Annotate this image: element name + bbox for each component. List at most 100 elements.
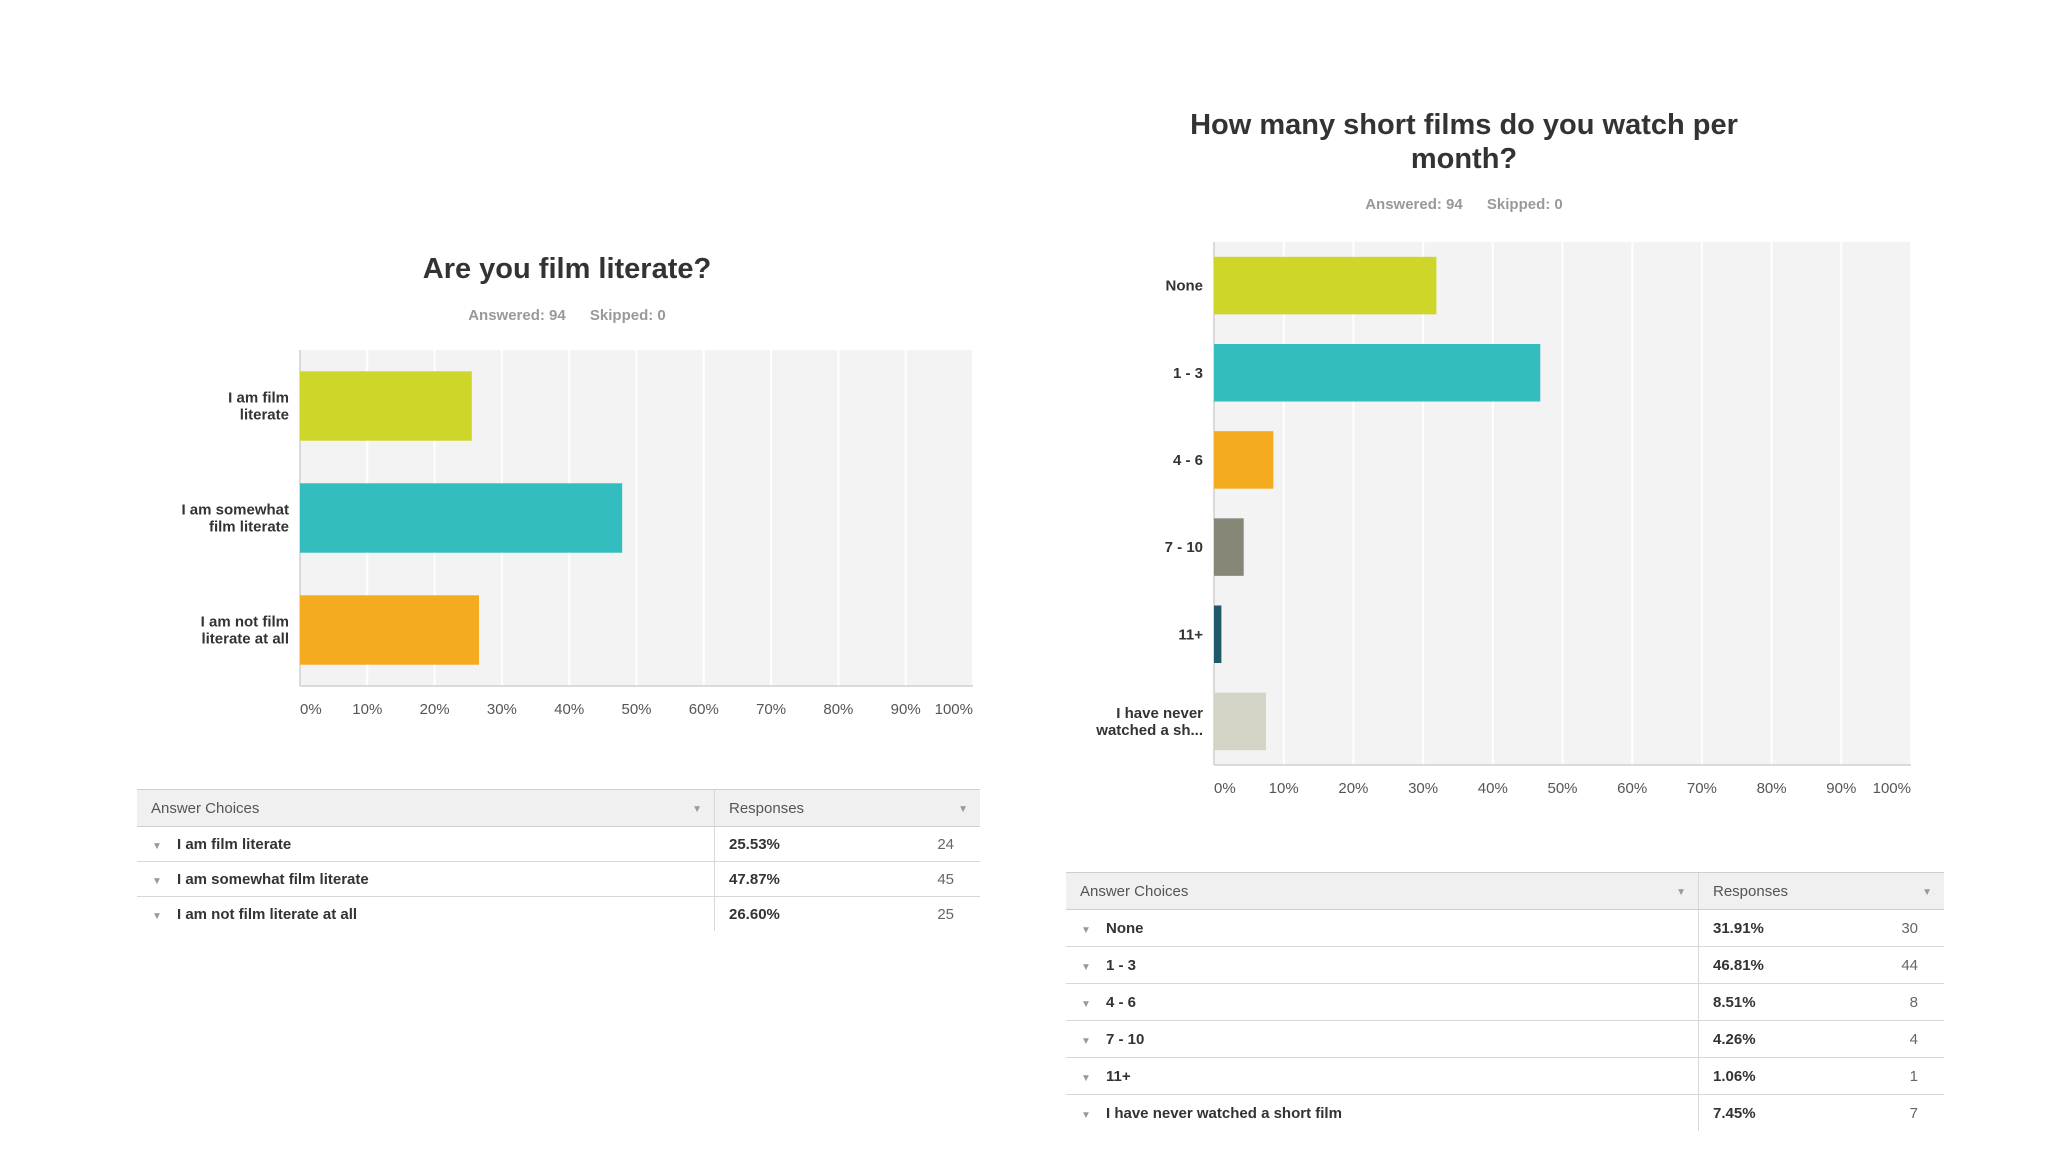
expand-caret-icon[interactable]: ▼ bbox=[1081, 998, 1091, 1010]
response-count: 45 bbox=[875, 861, 980, 897]
sort-caret-icon[interactable]: ▼ bbox=[692, 804, 702, 815]
x-tick-label: 50% bbox=[1547, 780, 1577, 797]
left-chart-title: Are you film literate? bbox=[422, 253, 712, 285]
response-percent: 47.87% bbox=[714, 861, 876, 897]
table-row: ▼ None 31.91% 30 bbox=[1066, 909, 1944, 947]
sort-caret-icon[interactable]: ▼ bbox=[958, 804, 968, 815]
expand-caret-icon[interactable]: ▼ bbox=[152, 840, 162, 852]
right-survey-panel: How many short films do you watch per mo… bbox=[1024, 0, 2048, 1152]
sort-caret-icon[interactable]: ▼ bbox=[1676, 887, 1686, 898]
expand-caret-icon[interactable]: ▼ bbox=[1081, 1072, 1091, 1084]
bar[interactable] bbox=[1214, 605, 1222, 664]
response-percent: 31.91% bbox=[1698, 909, 1848, 947]
category-label: I am somewhat bbox=[181, 502, 289, 519]
left-bar-chart: 0% 10% 20% 30% 40% 50% 60% 70% 80% 90% 100% I am fi… bbox=[181, 350, 974, 718]
bar[interactable] bbox=[300, 483, 623, 553]
expand-caret-icon[interactable]: ▼ bbox=[152, 910, 162, 922]
x-tick-label: 10% bbox=[352, 701, 382, 718]
x-tick-label: 100% bbox=[1873, 780, 1911, 797]
x-tick-label: 60% bbox=[689, 701, 719, 718]
category-label: I am film bbox=[228, 390, 289, 407]
table-row: ▼ I have never watched a short film 7.45%… bbox=[1066, 1094, 1944, 1131]
answer-choice: I am somewhat film literate bbox=[177, 870, 369, 888]
left-skipped: Skipped: 0 bbox=[589, 307, 666, 324]
bar[interactable] bbox=[300, 371, 472, 441]
table-row: ▼ 1 - 3 46.81% 44 bbox=[1066, 946, 1944, 984]
x-tick-label: 90% bbox=[1826, 780, 1856, 797]
response-count: 25 bbox=[937, 905, 954, 923]
x-tick-label: 50% bbox=[621, 701, 651, 718]
right-chart-title: How many short films do you watch per mo… bbox=[1190, 109, 1738, 175]
response-count: 24 bbox=[875, 826, 980, 862]
response-percent: 4.26% bbox=[1698, 1020, 1848, 1058]
response-count: 1 bbox=[1847, 1057, 1944, 1095]
table-row: ▼ 7 - 10 4.26% 4 bbox=[1066, 1020, 1944, 1058]
response-percent: 26.60% bbox=[714, 896, 876, 931]
response-percent: 25.53% bbox=[714, 826, 876, 862]
category-label: I am not film bbox=[201, 614, 289, 631]
x-tick-label: 80% bbox=[1757, 780, 1787, 797]
response-percent: 46.81% bbox=[1698, 946, 1848, 984]
x-tick-label: 40% bbox=[554, 701, 584, 718]
x-tick-label: 80% bbox=[823, 701, 853, 718]
expand-caret-icon[interactable]: ▼ bbox=[152, 875, 162, 887]
right-answer-table: Answer Choices ▼ Responses ▼ ▼ None 31.91… bbox=[1066, 872, 1944, 1131]
right-bar-chart: 0% 10% 20% 30% 40% 50% 60% 70% 80% 90% 100% None 1 -… bbox=[1095, 242, 1912, 797]
bar[interactable] bbox=[1214, 518, 1244, 576]
table-row: ▼ I am somewhat film literate 47.87% 45 bbox=[137, 861, 980, 897]
response-count: 4 bbox=[1847, 1020, 1944, 1058]
expand-caret-icon[interactable]: ▼ bbox=[1081, 961, 1091, 973]
answer-choice: 11+ bbox=[1106, 1067, 1131, 1085]
bar[interactable] bbox=[1214, 431, 1274, 489]
category-label: 7 - 10 bbox=[1165, 539, 1203, 556]
category-label: 1 - 3 bbox=[1173, 365, 1203, 382]
table-row: ▼ I am film literate 25.53% 24 bbox=[137, 826, 980, 862]
x-tick-label: 20% bbox=[1338, 780, 1368, 797]
bar[interactable] bbox=[1214, 692, 1266, 751]
answer-choice: 1 - 3 bbox=[1106, 956, 1137, 974]
bar[interactable] bbox=[1214, 343, 1541, 402]
left-meta: Answered: 94 Skipped: 0 bbox=[267, 307, 867, 324]
x-tick-label: 20% bbox=[420, 701, 450, 718]
table-row: ▼ 4 - 6 8.51% 8 bbox=[1066, 983, 1944, 1021]
response-percent: 8.51% bbox=[1698, 983, 1848, 1021]
bar[interactable] bbox=[300, 595, 480, 665]
table-row: ▼ 11+ 1.06% 1 bbox=[1066, 1057, 1944, 1095]
right-col-answer-choices[interactable]: Answer Choices ▼ bbox=[1066, 872, 1699, 910]
x-tick-label: 70% bbox=[756, 701, 786, 718]
right-meta: Answered: 94 Skipped: 0 bbox=[1169, 196, 1759, 213]
x-tick-label: 70% bbox=[1687, 780, 1717, 797]
category-label: 11+ bbox=[1178, 626, 1203, 643]
category-label: 4 - 6 bbox=[1173, 452, 1203, 469]
expand-caret-icon[interactable]: ▼ bbox=[1081, 1035, 1091, 1047]
response-count: 30 bbox=[1847, 909, 1944, 947]
category-label: literate at all bbox=[201, 631, 289, 648]
bar[interactable] bbox=[1214, 256, 1437, 315]
x-tick-label: 30% bbox=[487, 701, 517, 718]
response-count: 44 bbox=[1847, 946, 1944, 984]
expand-caret-icon[interactable]: ▼ bbox=[1081, 1109, 1091, 1121]
response-count: 8 bbox=[1847, 983, 1944, 1021]
expand-caret-icon[interactable]: ▼ bbox=[1081, 924, 1091, 936]
left-col-answer-choices[interactable]: Answer Choices ▼ bbox=[137, 789, 715, 827]
right-col-responses[interactable]: Responses ▼ bbox=[1698, 872, 1944, 910]
answer-choice: I have never watched a short film bbox=[1106, 1104, 1342, 1122]
right-skipped: Skipped: 0 bbox=[1486, 196, 1563, 213]
x-tick-label: 10% bbox=[1269, 780, 1299, 797]
answer-choice: None bbox=[1106, 919, 1144, 937]
x-tick-label: 90% bbox=[891, 701, 921, 718]
sort-caret-icon[interactable]: ▼ bbox=[1922, 887, 1932, 898]
response-percent: 1.06% bbox=[1698, 1057, 1848, 1095]
x-tick-label: 0% bbox=[1214, 780, 1236, 797]
answer-choice: 7 - 10 bbox=[1106, 1030, 1145, 1048]
left-col-responses[interactable]: Responses ▼ bbox=[714, 789, 980, 827]
category-label: None bbox=[1166, 278, 1204, 295]
right-answered: Answered: 94 bbox=[1365, 196, 1463, 213]
x-tick-label: 0% bbox=[300, 701, 322, 718]
answer-choice: I am not film literate at all bbox=[177, 905, 358, 923]
answer-choice: I am film literate bbox=[177, 835, 292, 853]
response-count: 7 bbox=[1909, 1104, 1918, 1122]
category-label: I have never bbox=[1116, 705, 1203, 722]
x-tick-label: 40% bbox=[1478, 780, 1508, 797]
table-row: ▼ I am not film literate at all 26.60% 25 bbox=[137, 896, 980, 931]
